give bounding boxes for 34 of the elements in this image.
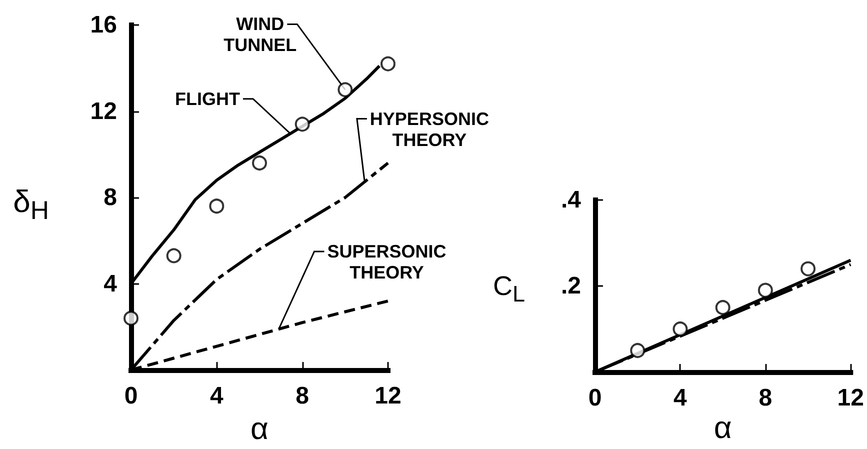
point [338,82,353,98]
y-tick-label: 12 [90,98,117,125]
x-tick-label: 8 [296,382,310,410]
point [758,282,773,298]
x-tick-label: 0 [588,384,602,412]
annotation: WIND TUNNEL [224,14,297,56]
y-tick-label: 4 [104,270,118,298]
annotation: SUPERSONIC THEORY [327,242,446,283]
y-axis-title: C$_{L}$ [492,270,525,308]
x-axis-title: α [250,410,269,446]
y-tick-label: 8 [104,184,117,211]
x-tick-label: 8 [758,384,772,412]
x-tick-label: 4 [210,382,224,410]
point [800,261,816,276]
x-tick-label: 12 [374,382,402,410]
point [209,198,224,214]
point [294,116,310,132]
point [124,310,138,326]
x-tick-label: 0 [124,382,138,410]
point [630,343,646,358]
x-tick-label: 12 [837,384,864,412]
annotation: FLIGHT [174,88,240,109]
y-tick-label: .2 [560,272,581,300]
point [166,248,182,264]
point [672,322,688,336]
annotation: HYPERSONIC THEORY [370,108,489,150]
y-axis-title: δ$_{H}$ [13,182,49,228]
point [252,156,267,170]
x-axis-title: α [714,410,732,445]
point [380,56,396,72]
y-tick-label: 16 [90,12,117,38]
x-tick-label: 4 [674,384,688,412]
point [715,300,730,315]
y-tick-label: .4 [560,186,582,214]
